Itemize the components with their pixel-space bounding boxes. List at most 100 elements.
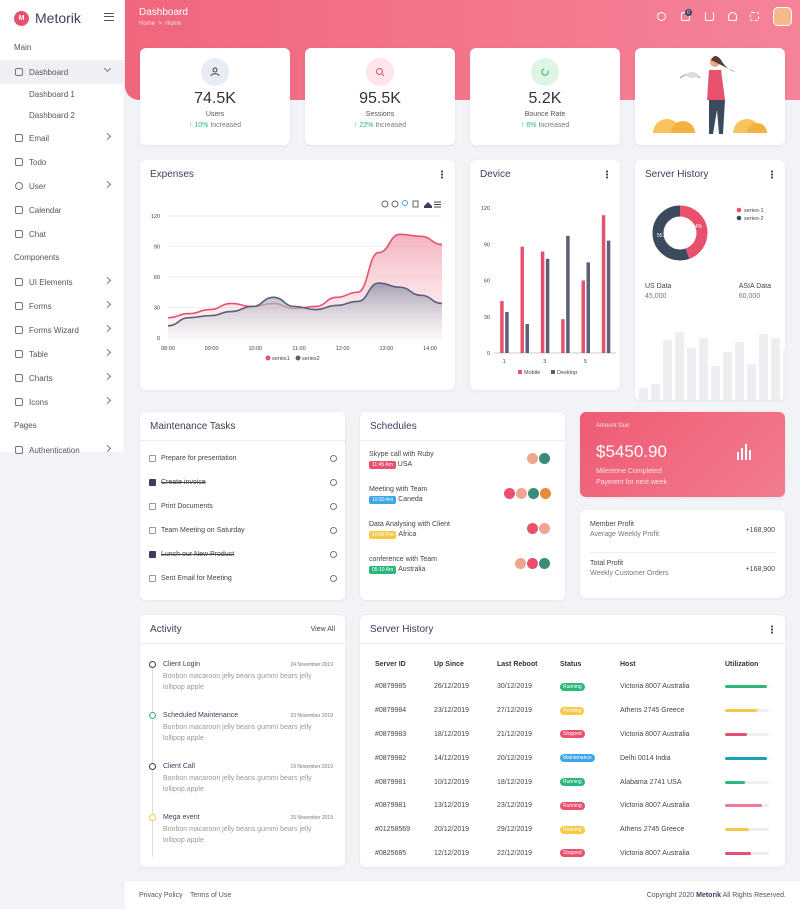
- task-item[interactable]: Prepare for presentation: [149, 455, 337, 462]
- y-tick-label: 90: [484, 242, 490, 248]
- zoom-out-icon[interactable]: [391, 200, 399, 208]
- sidebar-item-table[interactable]: Table: [0, 342, 124, 366]
- hamburger-menu-icon[interactable]: [104, 13, 114, 21]
- view-all-link[interactable]: View All: [310, 626, 335, 633]
- bar-Mobile: [500, 301, 504, 353]
- background-bar: [675, 332, 684, 400]
- y-tick-label: 120: [481, 206, 490, 212]
- menu-icon[interactable]: [434, 201, 441, 208]
- schedule-item[interactable]: Data Analysing with Client 10:06 Pm Africa: [369, 521, 450, 539]
- zoom-in-icon[interactable]: [381, 200, 389, 208]
- sidebar-subitem-dashboard2[interactable]: Dashboard 2: [29, 111, 75, 120]
- server-donut-chart: 44.4% 55.6% series-1 series-2: [639, 205, 785, 400]
- task-item[interactable]: Create invoice: [149, 479, 337, 486]
- schedule-item[interactable]: conference with Team 05:10 Am Australia: [369, 556, 437, 574]
- more-options-icon[interactable]: [771, 170, 773, 179]
- table-row[interactable]: #0879985 26/12/2019 30/12/2019 Running Victo…: [375, 675, 775, 699]
- up-since: 14/12/2019: [434, 754, 470, 762]
- checkbox[interactable]: [149, 527, 156, 534]
- table-row[interactable]: #0879982 14/12/2019 20/12/2019 Maintenance D…: [375, 746, 775, 770]
- more-options-icon[interactable]: [441, 170, 443, 179]
- bar-Desktop: [505, 311, 509, 353]
- sidebar-item-forms-wizard[interactable]: Forms Wizard: [0, 318, 124, 342]
- logo-icon: M: [14, 10, 29, 26]
- sidebar-item-authentication[interactable]: Authentication: [0, 438, 124, 462]
- sidebar-item-ui-elements[interactable]: UI Elements: [0, 270, 124, 294]
- fullscreen-icon[interactable]: [750, 12, 759, 21]
- sidebar-item-chat[interactable]: Chat: [0, 222, 124, 246]
- copyright: Copyright 2020 Metorik All Rights Reserv…: [647, 892, 786, 899]
- utilization-cell: [725, 770, 775, 794]
- remove-icon[interactable]: [330, 503, 337, 510]
- column-header[interactable]: Up Since: [434, 661, 464, 668]
- reset-home-icon[interactable]: [424, 202, 432, 208]
- column-header[interactable]: Utilization: [725, 661, 759, 668]
- utilization-cell: [725, 818, 775, 842]
- checkbox-checked[interactable]: [149, 551, 156, 558]
- checkbox[interactable]: [149, 455, 156, 462]
- checkbox[interactable]: [149, 503, 156, 510]
- table-row[interactable]: #0879981 13/12/2019 23/12/2019 Running Victo…: [375, 794, 775, 818]
- column-header[interactable]: Host: [620, 661, 636, 668]
- sidebar-item-icons[interactable]: Icons: [0, 390, 124, 414]
- status-cell: Maintenance: [560, 746, 620, 770]
- task-item[interactable]: Print Documents: [149, 503, 337, 510]
- task-item[interactable]: Team Meeting on Saturday: [149, 527, 337, 534]
- terms-link[interactable]: Terms of Use: [190, 892, 232, 899]
- sidebar-subitem-dashboard1[interactable]: Dashboard 1: [29, 90, 75, 99]
- remove-icon[interactable]: [330, 455, 337, 462]
- remove-icon[interactable]: [330, 551, 337, 558]
- user-avatar[interactable]: [773, 7, 792, 26]
- task-item[interactable]: Lunch our New Product: [149, 551, 337, 558]
- background-bar: [687, 348, 696, 400]
- utilization-bar: [725, 851, 769, 855]
- home-icon: [15, 68, 23, 76]
- remove-icon[interactable]: [330, 527, 337, 534]
- breadcrumb-separator: >: [158, 21, 162, 27]
- sidebar-item-todo[interactable]: Todo: [0, 150, 124, 174]
- sidebar-item-calendar[interactable]: Calendar: [0, 198, 124, 222]
- remove-icon[interactable]: [330, 575, 337, 582]
- status-cell: Stopped: [560, 723, 620, 747]
- remove-icon[interactable]: [330, 479, 337, 486]
- more-options-icon[interactable]: [771, 625, 773, 634]
- activity-date: 24 November 2019: [290, 662, 333, 668]
- task-item[interactable]: Sent Email for Meeting: [149, 575, 337, 582]
- pan-hand-icon[interactable]: [412, 200, 419, 208]
- sidebar-item-email[interactable]: Email: [0, 126, 124, 150]
- magnifier-icon[interactable]: [402, 200, 408, 206]
- table-row[interactable]: #0825685 12/12/2019 22/12/2019 Stopped Victo…: [375, 842, 775, 866]
- more-options-icon[interactable]: [606, 170, 608, 179]
- sidebar-item-charts[interactable]: Charts: [0, 366, 124, 390]
- y-tick-label: 120: [151, 214, 160, 220]
- column-header[interactable]: Server ID: [375, 661, 406, 668]
- legend-marker: [736, 215, 742, 221]
- stat-card-bounce-rate: 5.2K Bounce Rate ↑ 6% Increased: [470, 48, 620, 145]
- brand[interactable]: M Metorik: [0, 0, 124, 36]
- sidebar-item-forms[interactable]: Forms: [0, 294, 124, 318]
- search-icon[interactable]: [657, 12, 666, 21]
- column-header[interactable]: Last Reboot: [497, 661, 538, 668]
- privacy-policy-link[interactable]: Privacy Policy: [139, 892, 183, 899]
- sidebar-item-label: Icons: [29, 397, 49, 407]
- y-tick-label: 0: [157, 336, 160, 342]
- column-header[interactable]: Status: [560, 661, 582, 668]
- table-row[interactable]: #0879984 23/12/2019 27/12/2019 Pending Athen…: [375, 699, 775, 723]
- schedule-item[interactable]: Skype call with Ruby 11:45 Am USA: [369, 451, 434, 469]
- sidebar-item-user[interactable]: User: [0, 174, 124, 198]
- utilization-bar: [725, 709, 769, 713]
- up-since: 23/12/2019: [434, 707, 470, 715]
- cart-icon[interactable]: [705, 12, 714, 21]
- bar-Mobile: [561, 319, 565, 353]
- calendar-icon: [15, 206, 23, 214]
- schedule-item[interactable]: Meeting with Team 10:50 Am Caneda: [369, 486, 427, 504]
- table-row[interactable]: #0879981 10/12/2019 18/12/2019 Running Alaba…: [375, 770, 775, 794]
- checkbox-checked[interactable]: [149, 479, 156, 486]
- breadcrumb-home[interactable]: Home: [139, 21, 156, 27]
- table-row[interactable]: #0879983 18/12/2019 21/12/2019 Stopped Victo…: [375, 723, 775, 747]
- star-icon: [15, 398, 23, 406]
- table-row[interactable]: #01258569 20/12/2019 29/12/2019 Running Athe…: [375, 818, 775, 842]
- checkbox[interactable]: [149, 575, 156, 582]
- bell-icon[interactable]: [728, 12, 737, 21]
- sidebar-item-dashboard[interactable]: Dashboard: [0, 60, 124, 84]
